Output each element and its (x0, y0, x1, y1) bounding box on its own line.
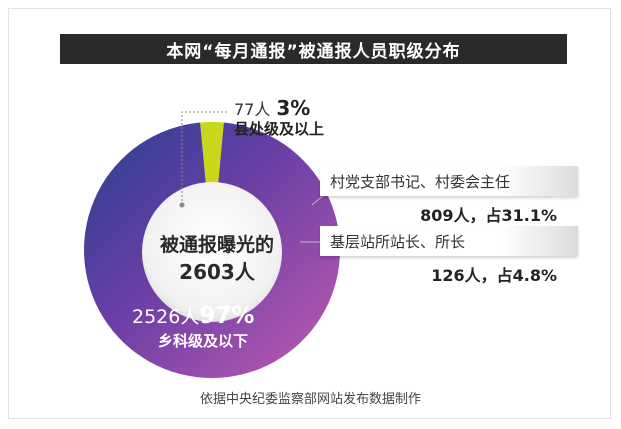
breakdown-label-2: 基层站所站长、所长 (320, 226, 578, 256)
leader-line (181, 111, 228, 205)
donut-hole (142, 182, 282, 322)
breakdown-value-2: 126人，占4.8% (431, 266, 557, 285)
center-label: 被通报曝光的 (159, 234, 274, 256)
slice-small-count: 77人 3% (234, 96, 311, 120)
donut-slice-0 (200, 122, 224, 187)
center-value: 2603人 (179, 260, 255, 284)
slice-large-percent: 97% (199, 303, 255, 329)
slice-small-label: 县处级及以上 (234, 120, 325, 138)
source-note: 依据中央纪委监察部网站发布数据制作 (199, 392, 421, 407)
slice-large-label: 乡科级及以下 (158, 332, 249, 350)
breakdown-label-1: 村党支部书记、村委会主任 (320, 166, 578, 196)
breakdown-value-1: 809人，占31.1% (420, 206, 557, 225)
donut-slice-1 (84, 122, 340, 378)
chart-title: 本网“每月通报”被通报人员职级分布 (60, 34, 567, 64)
slice-small-percent: 3% (276, 96, 311, 120)
slice-large-count: 2526人97% (132, 303, 255, 329)
